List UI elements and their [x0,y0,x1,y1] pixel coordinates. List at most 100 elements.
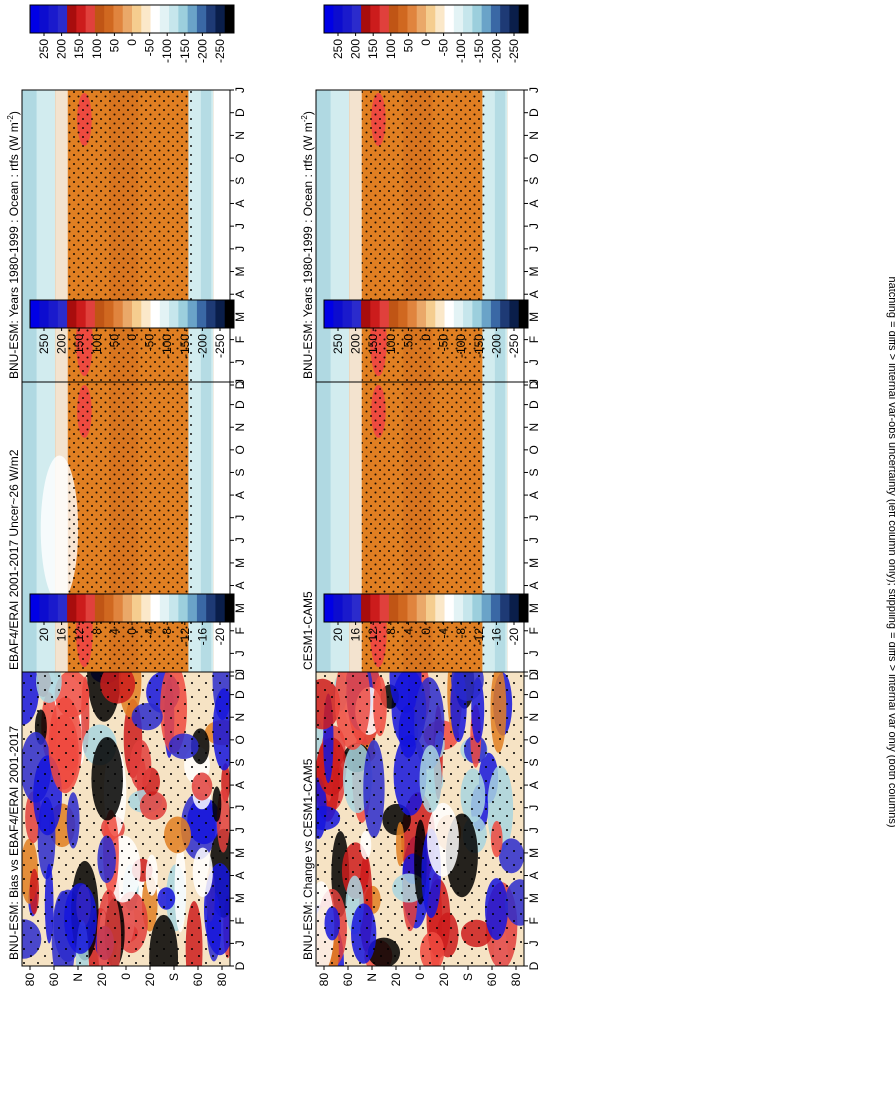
colorbar-tick-label: -200 [195,334,209,358]
colorbar-segment [57,594,68,622]
colorbar-segment [351,594,362,622]
colorbar-tick-label: 200 [349,39,363,59]
panel-title: CESM1-CAM5 [301,591,315,670]
colorbar-segment [463,594,473,622]
colorbar-segment [472,300,483,328]
colorbar-segment [169,594,179,622]
colorbar-segment [370,300,381,328]
month-tick-label: A [233,582,247,590]
colorbar-tick-label: 100 [90,39,104,59]
colorbar-segment [215,300,226,328]
colorbar-segment [113,300,124,328]
month-tick-label: F [527,917,541,924]
colorbar-tick-label: 0 [125,39,139,46]
colorbar-segment [435,5,446,33]
colorbar-tick-label: -150 [472,39,486,63]
colorbar-segment [490,5,501,33]
polar-band-north [316,90,331,385]
colorbar-tick-label: 150 [72,39,86,59]
month-tick-label: M [527,893,541,903]
colorbar-segment [141,5,152,33]
month-tick-label: M [527,267,541,277]
colorbar-segment [132,594,142,622]
colorbar-segment [94,300,105,328]
month-tick-label: O [233,153,247,162]
colorbar-tick-label: 150 [366,334,380,354]
colorbar-segment [30,594,40,622]
colorbar-segment [178,594,189,622]
colorbar-segment [407,594,418,622]
colorbar-tick-label: 200 [55,334,69,354]
colorbar-tick-label: 0 [419,39,433,46]
colorbar-segment [444,594,455,622]
month-tick-label: J [527,246,541,252]
colorbar-segment [39,594,50,622]
colorbar-segment [67,594,77,622]
colorbar-tick-label: -4 [143,628,157,639]
colorbar-segment [76,5,87,33]
colorbar-segment [169,5,179,33]
colorbar-segment [30,5,40,33]
colorbar-tick-label: 50 [107,334,121,348]
month-tick-label: J [527,940,541,946]
colorbar-segment [104,300,114,328]
month-tick-label: M [527,848,541,858]
colorbar-segment [224,300,235,328]
colorbar: 20 16 12 8 4 0 -4 -8 -12 -16 -20 [323,593,529,645]
colorbar-segment [416,5,427,33]
colorbar-segment [407,5,418,33]
colorbar-segment [370,5,381,33]
month-tick-label: F [233,627,247,634]
colorbar-segment [113,594,124,622]
colorbar-tick-label: -150 [178,334,192,358]
colorbar-tick-label: 250 [37,39,51,59]
colorbar-tick-label: -20 [213,628,227,646]
colorbar-segment [206,300,216,328]
colorbar-segment [490,594,501,622]
colorbar-segment [342,300,353,328]
panel-top-right: BNU-ESM: Years 1980-1999 : Ocean : rtfs … [300,4,541,405]
colorbar-segment [104,5,114,33]
heatmap-field [22,672,230,966]
month-tick-label: J [233,223,247,229]
latitude-tick-label: N [365,973,379,982]
panel-title: BNU-ESM: Years 1980-1999 : Ocean : rtfs … [300,111,315,379]
colorbar-segment [324,594,334,622]
month-tick-label: D [527,400,541,409]
colorbar-segment [30,300,40,328]
month-tick-label: J [233,246,247,252]
month-tick-label: D [233,690,247,699]
month-tick-label: J [233,87,247,93]
month-tick-label: D [527,690,541,699]
month-tick-label: J [527,223,541,229]
colorbar-segment [206,5,216,33]
colorbar-tick-label: 16 [55,628,69,642]
colorbar-segment [435,594,446,622]
latitude-tick-label: N [71,973,85,982]
colorbar-segment [85,594,96,622]
month-tick-label: D [527,108,541,117]
month-tick-label: J [233,650,247,656]
latitude-tick-label: 0 [119,973,133,980]
colorbar-tick-label: -200 [489,334,503,358]
stippling [361,382,487,676]
month-tick-label: N [233,713,247,722]
colorbar-segment [481,5,492,33]
colorbar-segment [48,300,59,328]
colorbar-segment [67,300,77,328]
month-tick-label: M [233,848,247,858]
colorbar-segment [388,300,399,328]
colorbar-segment [196,5,207,33]
colorbar-segment [178,300,189,328]
colorbar-segment [67,5,77,33]
colorbar-segment [351,300,362,328]
colorbar-tick-label: 20 [37,628,51,642]
month-tick-label: J [233,827,247,833]
colorbar-segment [509,5,520,33]
colorbar-tick-label: -100 [454,334,468,358]
month-tick-label: J [233,669,247,675]
month-tick-label: D [527,671,541,680]
month-tick-label: A [233,199,247,207]
colorbar-tick-label: -150 [472,334,486,358]
colorbar-segment [518,594,529,622]
